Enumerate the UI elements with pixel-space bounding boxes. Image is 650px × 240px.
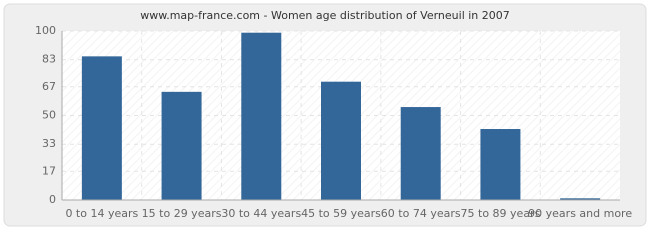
bar <box>241 32 282 200</box>
y-tick-label: 67 <box>42 80 56 93</box>
x-tick-label: 45 to 59 years <box>301 207 381 220</box>
bar <box>400 107 441 200</box>
bar <box>81 56 122 200</box>
bar <box>161 91 202 200</box>
chart-title: www.map-france.com - Women age distribut… <box>140 9 510 22</box>
x-tick-label: 15 to 29 years <box>142 207 222 220</box>
y-tick-label: 100 <box>35 24 56 37</box>
x-tick-label: 90 years and more <box>528 207 632 220</box>
chart: www.map-france.com - Women age distribut… <box>3 3 647 227</box>
y-tick-label: 50 <box>42 109 56 122</box>
bar <box>480 129 521 200</box>
bar <box>560 198 601 200</box>
x-tick-label: 30 to 44 years <box>221 207 301 220</box>
y-tick-label: 0 <box>49 193 56 206</box>
y-tick-label: 17 <box>42 164 56 177</box>
x-tick-label: 75 to 89 years <box>461 207 541 220</box>
bar <box>321 81 361 200</box>
x-tick-label: 0 to 14 years <box>65 207 138 220</box>
x-tick-label: 60 to 74 years <box>381 207 461 220</box>
y-tick-label: 33 <box>42 137 56 150</box>
y-tick-label: 83 <box>42 53 56 66</box>
